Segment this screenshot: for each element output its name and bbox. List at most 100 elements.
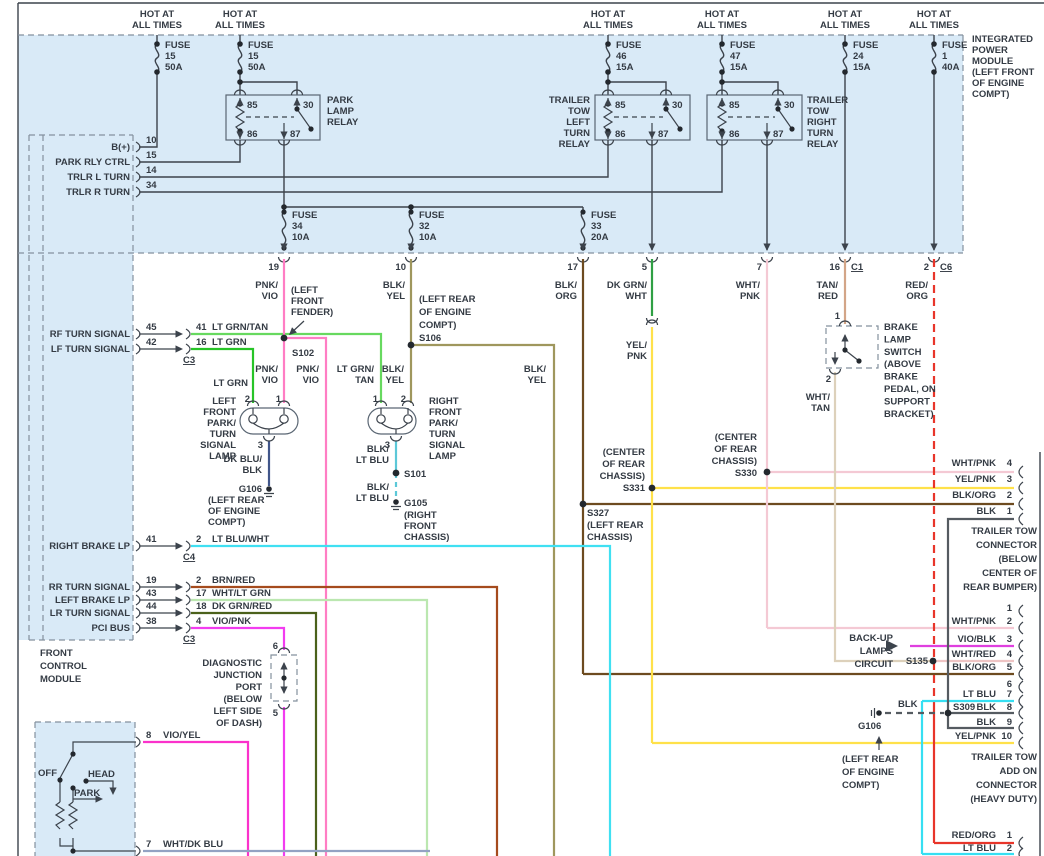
hot-label-6: HOT AT ALL TIMES (909, 9, 959, 31)
fcm-label: FRONT CONTROL MODULE (40, 648, 87, 685)
row-rr-turn-pin-b: 2 (196, 575, 201, 586)
lbl-blk-lt-blu-2: BLK/LT BLU (356, 482, 389, 504)
brake-switch-label: BRAKE LAMP SWITCH (ABOVE BRAKE PEDAL, ON SUPPO… (884, 322, 936, 420)
ttl-t86: 86 (615, 129, 626, 140)
row-trlr-l-turn: TRLR L TURN (67, 172, 130, 183)
addon-pin7: 7 (1007, 689, 1012, 700)
tow-pin4: 4 (1007, 458, 1013, 469)
wire-wht-pnk (765, 259, 1014, 630)
connector-c1: C1 (851, 262, 864, 273)
left-lamp-label: LEFT FRONT PARK/TURN SIGNAL LAMP (200, 396, 237, 462)
wire-blk-org (581, 259, 1014, 676)
row-trlr-r-turn: TRLR R TURN (66, 187, 130, 198)
row-b-plus: B(+) (111, 142, 130, 153)
splice-s331-dot (648, 484, 656, 492)
lbl-yel-pnk: YEL/PNK (626, 340, 647, 362)
ttr-t86: 86 (729, 129, 740, 140)
tt-left-relay-internals (601, 89, 683, 146)
pin-16: 16 (829, 262, 840, 273)
row-b-plus-pin: 10 (146, 135, 157, 146)
pin-19: 19 (268, 262, 279, 273)
wire-lt-blu-wht (191, 544, 612, 856)
tow-pin2: 2 (1007, 490, 1012, 501)
note-s102: S102 (292, 348, 314, 359)
park-t30: 30 (303, 100, 314, 111)
headlamp-pin8: 8 (146, 730, 151, 741)
ipm-label: INTEGRATED POWER MODULE (LEFT FRONT OF ENGIN… (972, 34, 1034, 100)
note-left-front-fender: (LEFT FRONT FENDER) (291, 285, 333, 318)
tow-connector-label: TRAILER TOW CONNECTOR (BELOW CENTER OF REAR … (963, 526, 1037, 593)
lbl-wht-tan: WHT/TAN (806, 392, 831, 414)
addon-pin9: 9 (1007, 717, 1012, 728)
splice-s135-dot (929, 657, 937, 665)
addon-pin4: 4 (1007, 649, 1013, 660)
addon-pin3: 3 (1007, 634, 1012, 645)
note-g105-loc: (RIGHT FRONT CHASSIS) (404, 510, 449, 543)
headlamp-switch-panel (35, 722, 135, 856)
row-pci-bus: PCI BUS (91, 623, 130, 634)
ttr-t30: 30 (784, 100, 795, 111)
tow-pin1-wire: BLK (976, 506, 996, 517)
row-park-rly-ctrl: PARK RLY CTRL (55, 157, 130, 168)
module-panels (17, 2, 1044, 856)
front-control-module: B(+) 10 PARK RLY CTRL 15 TRLR L TURN 14 … (40, 135, 272, 685)
lbl-blk-lt-blu-1: BLK/LT BLU (356, 444, 389, 466)
lbl-dk-grn-wht: DK GRN/WHT (607, 280, 647, 302)
row-right-brake-pin-a: 41 (146, 534, 157, 545)
relays: 85 30 86 87 85 30 86 87 85 30 86 87 PARK… (225, 89, 848, 150)
addon-pin2-wire: WHT/PNK (952, 616, 996, 627)
wire-lt-grn (191, 347, 255, 403)
ttl-t87: 87 (658, 129, 669, 140)
diag-port-box (270, 654, 298, 702)
ground-g105-symbol (390, 498, 402, 511)
fuse-34-label: FUSE 34 10A (292, 210, 317, 243)
addon-pin9-wire: BLK (976, 717, 996, 728)
ground-g106-right-symbol (870, 707, 883, 719)
tow-pin3-wire: YEL/PNK (955, 474, 996, 485)
connector-c6: C6 (940, 262, 952, 273)
right-lamp-label: RIGHT FRONT PARK/TURN SIGNAL LAMP (429, 396, 465, 462)
addon-pin5: 5 (1007, 662, 1013, 673)
pin-5: 5 (642, 262, 648, 273)
row-trlr-l-turn-pin: 14 (146, 165, 157, 176)
tt-left-relay-box (594, 94, 691, 141)
connector-c3-top: C3 (183, 355, 195, 366)
power-feeds: HOT AT ALL TIMES HOT AT ALL TIMES HOT AT AL… (132, 9, 1034, 250)
row-pci-bus-pin-b: 4 (196, 616, 202, 627)
wire-dk-grn-red (191, 611, 318, 856)
row-left-brake-wire: WHT/LT GRN (212, 588, 271, 599)
addon-pin8: 8 (1007, 702, 1012, 713)
row-rr-turn-pin-a: 19 (146, 575, 157, 586)
tow-pin1: 1 (1007, 506, 1013, 517)
tt-right-relay-label: TRAILER TOW RIGHT TURN RELAY (807, 95, 848, 150)
pin-2: 2 (924, 262, 929, 273)
addon-pin-brackets (1018, 604, 1024, 856)
wire-labels: PNK/VIO BLK/YEL BLK/ORG DK GRN/WHT WHT/P… (213, 280, 928, 504)
pin-17: 17 (567, 262, 578, 273)
fcm-pin-brackets (135, 141, 191, 634)
wire-blk-yel (409, 259, 556, 856)
row-right-brake-wire: LT BLU/WHT (212, 534, 270, 545)
tt-right-relay-box (706, 94, 803, 141)
headlamp-park: PARK (74, 788, 100, 799)
addon-pin6: 6 (1007, 679, 1012, 690)
row-left-brake-pin-b: 17 (196, 588, 207, 599)
wire-lt-blu (920, 699, 1014, 856)
row-lr-turn: LR TURN SIGNAL (50, 608, 130, 619)
fuse-32-label: FUSE 32 10A (419, 210, 444, 243)
row-rf-turn-pin-b: 41 (196, 322, 207, 333)
tow-pin-brackets (1018, 465, 1024, 526)
splices (280, 334, 952, 717)
splice-s102-dot (280, 334, 288, 342)
ttl-t85: 85 (615, 100, 626, 111)
lbl-lt-grn-tan: LT GRN/TAN (337, 364, 375, 386)
headlamp-off: OFF (38, 768, 57, 779)
page-border (17, 2, 1044, 856)
row-lf-turn: LF TURN SIGNAL (51, 344, 130, 355)
wire-wht-tan (833, 372, 933, 663)
row-park-rly-ctrl-pin: 15 (146, 150, 157, 161)
ttr-t87: 87 (773, 129, 784, 140)
left-lamp-pin1: 1 (276, 394, 282, 405)
bottom-pin1: 1 (1007, 830, 1013, 841)
addon-pin7-wire: LT BLU (963, 689, 996, 700)
